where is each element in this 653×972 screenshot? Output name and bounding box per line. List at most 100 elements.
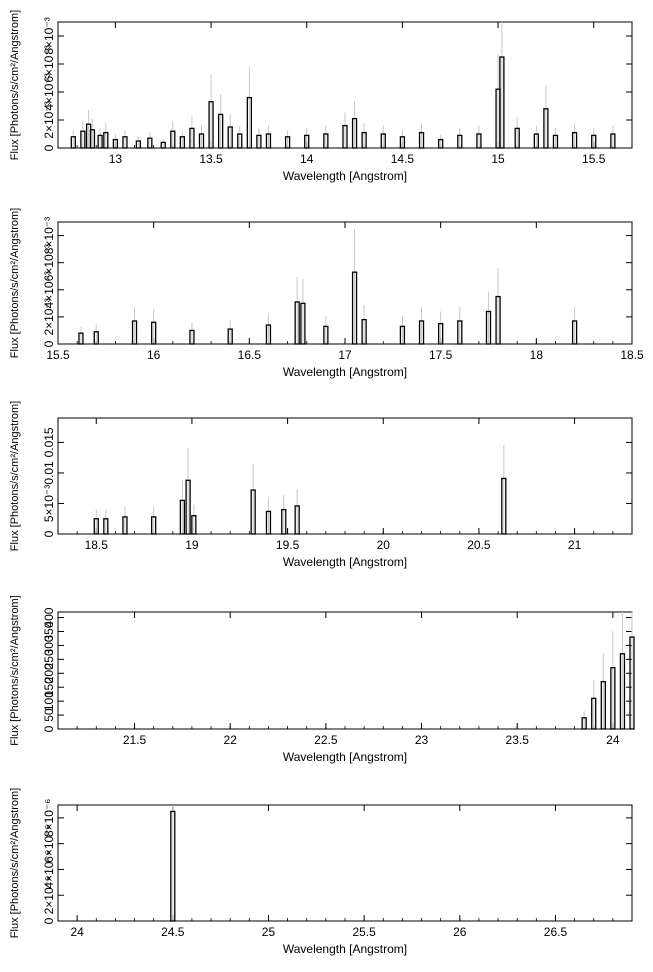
x-tick-label: 17 (338, 348, 352, 362)
y-tick-label: 0 (42, 530, 56, 537)
bar-042 (591, 134, 597, 149)
x-tick-label: 26.5 (544, 925, 568, 939)
x-tick-label: 24.5 (161, 925, 185, 939)
bar-004 (151, 516, 157, 535)
x-tick-label: 20 (377, 538, 391, 552)
bar-005 (97, 134, 103, 149)
bar-006 (103, 131, 109, 149)
y-tick-label: 400 (42, 607, 56, 627)
y-tick-label: 0.01 (42, 461, 56, 485)
y-tick-label: 2×10⁻³ (42, 298, 56, 335)
y-tick-label: 200 (42, 663, 56, 683)
bar-012 (361, 318, 367, 345)
bar-007 (112, 138, 119, 149)
bar-037 (514, 127, 520, 149)
bar-001 (581, 717, 587, 730)
x-axis-title: Wavelength [Angstrom] (283, 169, 407, 183)
x-tick-label: 26 (453, 925, 467, 939)
bar-019 (571, 320, 578, 345)
x-tick-label: 17.5 (429, 348, 453, 362)
bar-003 (131, 320, 138, 345)
y-tick-label: 250 (42, 649, 56, 669)
y-tick-label: 0 (42, 917, 56, 924)
x-axis-title: Wavelength [Angstrom] (283, 365, 407, 379)
y-axis-title: Flux [Photons/s/cm²/Angstrom] (9, 595, 21, 745)
bar-016 (208, 101, 214, 149)
plot-frame (57, 804, 633, 922)
x-tick-label: 19.5 (276, 538, 300, 552)
bar-020 (246, 96, 252, 149)
panel-5: 24 24.5 25 25.5 26 26.5 0 2×10⁻⁶4×10⁻⁶6×10⁻⁶8×1… (9, 788, 633, 956)
y-axis-title: Flux [Photons/s/cm²/Angstrom] (9, 788, 21, 938)
bar-001 (93, 518, 99, 535)
x-tick-label: 18 (530, 348, 544, 362)
bar-015 (438, 323, 444, 345)
x-tick-label: 24 (606, 733, 620, 747)
bar-004 (610, 667, 616, 730)
bar-019 (237, 133, 243, 149)
y-tick-label: 5×10⁻³ (42, 485, 56, 522)
y-tick-label: 0.015 (42, 427, 56, 457)
y-tick-label: 4×10⁻³ (42, 271, 56, 308)
bar-006 (227, 328, 233, 345)
bar-011 (160, 141, 166, 149)
bar-010 (281, 508, 287, 535)
bar-039 (543, 108, 549, 149)
bar-012 (501, 477, 507, 535)
x-tick-label: 15.5 (46, 348, 70, 362)
bar-023 (284, 136, 291, 149)
x-tick-label: 20.5 (467, 538, 491, 552)
y-tick-label: 8×10⁻³ (42, 17, 56, 54)
bar-002 (103, 518, 109, 535)
bar-010 (323, 325, 329, 345)
y-tick-label: 0 (42, 725, 56, 732)
x-tick-label: 21 (568, 538, 582, 552)
bar-007 (265, 324, 272, 345)
x-axis-title: Wavelength [Angstrom] (283, 942, 407, 956)
x-tick-label: 23.5 (506, 733, 530, 747)
x-tick-label: 18.5 (620, 348, 644, 362)
bar-013 (399, 325, 406, 345)
y-tick-label: 300 (42, 635, 56, 655)
x-tick-label: 24 (70, 925, 84, 939)
bar-025 (323, 133, 329, 149)
bar-001 (70, 136, 76, 149)
bar-014 (418, 320, 425, 345)
bar-024 (304, 134, 310, 149)
bar-033 (457, 134, 463, 149)
bar-005 (619, 653, 626, 730)
y-tick-label: 350 (42, 621, 56, 641)
y-tick-label: 0 (42, 144, 56, 151)
panel-3: 18.5 19 19.5 20 20.5 21 0 5×10⁻³0.01 0.015 Wavele… (9, 401, 633, 569)
x-axis-title: Wavelength [Angstrom] (283, 750, 407, 764)
x-tick-label: 25.5 (352, 925, 376, 939)
y-tick-label: 100 (42, 691, 56, 711)
bar-027 (351, 117, 358, 149)
y-tick-label: 50 (42, 708, 56, 722)
bar-008 (294, 301, 300, 345)
x-tick-label: 22.5 (314, 733, 338, 747)
x-tick-label: 22 (224, 733, 238, 747)
bar-002 (93, 331, 99, 345)
panel-2: 15.5 16 16.5 17 17.5 18 18.5 0 2×10⁻³4×10⁻³6×10⁻… (9, 208, 644, 379)
x-tick-label: 13 (109, 152, 123, 166)
bar-021 (256, 134, 262, 149)
x-tick-label: 25 (262, 925, 276, 939)
bar-012 (170, 130, 176, 149)
y-tick-label: 0 (42, 340, 56, 347)
x-tick-label: 16 (147, 348, 161, 362)
bar-010 (147, 137, 153, 149)
y-tick-label: 8×10⁻³ (42, 217, 56, 254)
x-tick-label: 15.5 (582, 152, 606, 166)
bar-038 (533, 133, 539, 149)
x-tick-label: 14.5 (391, 152, 415, 166)
bar-017 (485, 310, 492, 345)
bar-030 (399, 136, 406, 149)
bar-034 (476, 133, 482, 149)
bar-043 (610, 133, 616, 149)
y-tick-label: 4×10⁻⁶ (42, 850, 56, 888)
y-tick-label: 150 (42, 677, 56, 697)
bar-002 (80, 130, 86, 149)
bar-005 (179, 499, 186, 535)
bar-007 (191, 515, 197, 535)
